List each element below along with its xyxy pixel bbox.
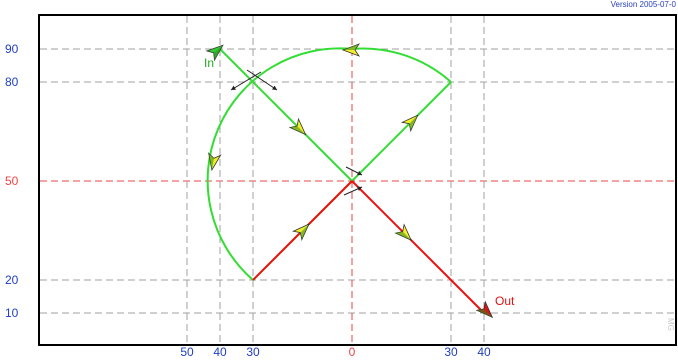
in-label: In [204, 56, 214, 70]
green-arc-3 [206, 47, 353, 281]
y-tick-90: 90 [5, 42, 19, 56]
y-tick-20: 20 [5, 273, 19, 287]
x-tick-0: 50 [180, 345, 194, 359]
center-arrow-icon-head [357, 170, 362, 176]
arrow-icon [341, 43, 361, 57]
x-tick-4: 30 [444, 345, 458, 359]
y-tick-labels: 90 80 50 20 10 [5, 42, 19, 320]
arrow-icon [292, 223, 310, 241]
cross-arrow-icon-head [231, 85, 236, 90]
green-path [206, 47, 452, 281]
version-label: Version 2005-07-0 [610, 0, 676, 9]
x-tick-3: 0 [349, 345, 356, 359]
cross-arrow-icon-head [272, 85, 277, 90]
y-tick-10: 10 [5, 306, 19, 320]
cross-arrow-icon [230, 71, 262, 91]
in-marker-icon [205, 44, 224, 62]
out-marker-icon [475, 300, 494, 319]
center-arrow-icon-head [357, 186, 362, 191]
red-segment-1 [351, 180, 485, 314]
direction-arrows [205, 43, 494, 319]
arrow-icon [288, 117, 307, 136]
cross-arrow-icon [246, 69, 278, 91]
y-tick-80: 80 [5, 75, 19, 89]
arrow-icon [208, 152, 222, 172]
green-segment-1 [351, 81, 452, 182]
x-tick-1: 40 [213, 345, 227, 359]
arrow-icon [394, 223, 412, 241]
grid [40, 16, 675, 344]
x-tick-5: 40 [477, 345, 491, 359]
y-tick-50: 50 [5, 174, 19, 188]
green-segment-0 [219, 48, 353, 182]
watermark: MG [666, 318, 675, 331]
green-arc-2 [351, 47, 452, 83]
arrow-icon [400, 114, 419, 133]
x-tick-2: 30 [246, 345, 260, 359]
x-tick-labels: 50 40 30 0 30 40 [180, 345, 491, 359]
red-path [252, 180, 485, 314]
plot-frame [38, 14, 677, 346]
out-label: Out [495, 294, 515, 308]
